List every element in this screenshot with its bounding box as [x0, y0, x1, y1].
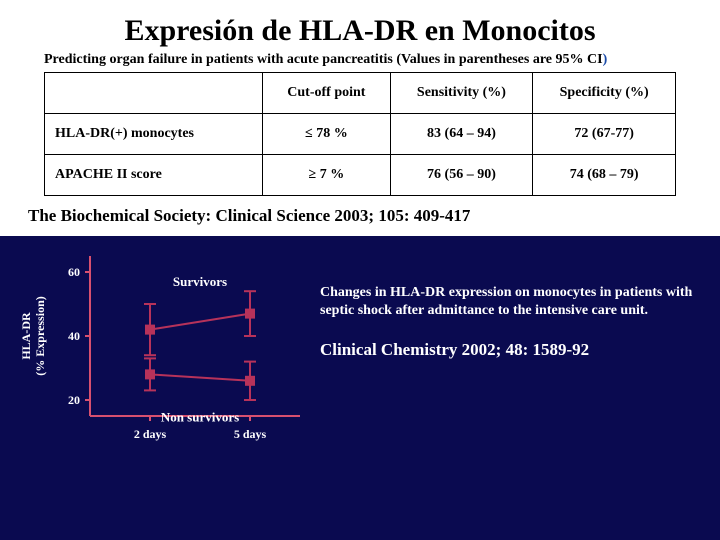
results-table-wrap: Cut-off point Sensitivity (%) Specificit… — [0, 72, 720, 198]
results-table: Cut-off point Sensitivity (%) Specificit… — [44, 72, 676, 196]
right-text: Changes in HLA-DR expression on monocyte… — [320, 246, 720, 456]
slide-title: Expresión de HLA-DR en Monocitos — [0, 0, 720, 52]
svg-text:HLA-DR: HLA-DR — [19, 312, 33, 360]
subtitle-paren: ) — [603, 52, 608, 67]
citation-2: Clinical Chemistry 2002; 48: 1589-92 — [320, 340, 700, 360]
cell: 76 (56 – 90) — [390, 155, 533, 196]
th-sensitivity: Sensitivity (%) — [390, 73, 533, 114]
svg-text:5 days: 5 days — [234, 427, 267, 441]
svg-text:2 days: 2 days — [134, 427, 167, 441]
svg-text:40: 40 — [68, 329, 80, 343]
svg-text:(% Expression): (% Expression) — [33, 296, 47, 375]
subtitle-text: Predicting organ failure in patients wit… — [44, 52, 603, 67]
svg-text:20: 20 — [68, 393, 80, 407]
cell: 83 (64 – 94) — [390, 114, 533, 155]
lower-section: 20 40 60 2 days 5 days HLA-DR(% Expression) Su… — [0, 236, 720, 456]
cell: ≤ 78 % — [263, 114, 390, 155]
table-row: APACHE II score ≥ 7 % 76 (56 – 90) 74 (6… — [45, 155, 676, 196]
citation-1: The Biochemical Society: Clinical Scienc… — [0, 198, 720, 236]
th-specificity: Specificity (%) — [533, 73, 676, 114]
cell: 72 (67-77) — [533, 114, 676, 155]
cell: APACHE II score — [45, 155, 263, 196]
cell: ≥ 7 % — [263, 155, 390, 196]
subtitle: Predicting organ failure in patients wit… — [0, 52, 720, 72]
svg-text:Survivors: Survivors — [173, 274, 227, 289]
table-header-row: Cut-off point Sensitivity (%) Specificit… — [45, 73, 676, 114]
cell: HLA-DR(+) monocytes — [45, 114, 263, 155]
svg-text:Non survivors: Non survivors — [161, 410, 239, 425]
th-blank — [45, 73, 263, 114]
th-cutoff: Cut-off point — [263, 73, 390, 114]
table-row: HLA-DR(+) monocytes ≤ 78 % 83 (64 – 94) … — [45, 114, 676, 155]
line-chart: 20 40 60 2 days 5 days HLA-DR(% Expression) Su… — [0, 246, 320, 456]
chart-description: Changes in HLA-DR expression on monocyte… — [320, 284, 700, 320]
cell: 74 (68 – 79) — [533, 155, 676, 196]
svg-text:60: 60 — [68, 265, 80, 279]
